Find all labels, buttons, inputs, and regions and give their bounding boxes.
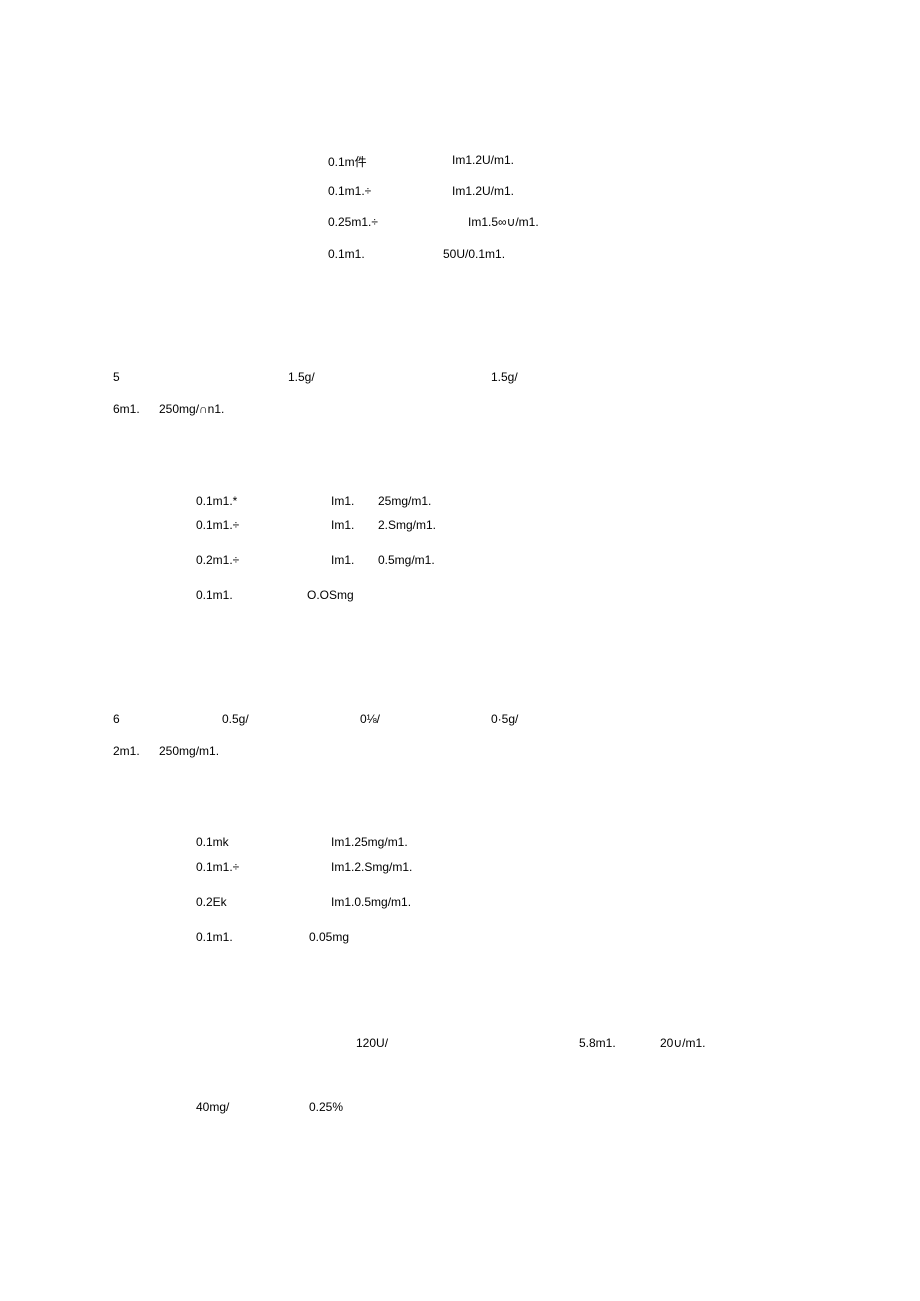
block4-line2-col2: 250mg/m1.: [159, 744, 219, 758]
block1-row1-col1: 0.1m1.÷: [328, 184, 371, 198]
block3-row1-col1: 0.1m1.÷: [196, 518, 239, 532]
block1-row3-col1: 0.1m1.: [328, 247, 365, 261]
block4-line1-col2: 0.5g/: [222, 712, 249, 726]
block3-row0-col3: 25mg/m1.: [378, 494, 431, 508]
block1-row1-col2: Im1.2U/m1.: [452, 184, 514, 198]
block2-line1-col1: 5: [113, 370, 120, 384]
block3-row3-col2: O.OSmg: [307, 588, 354, 602]
block6-line1-col3: 20∪/m1.: [660, 1036, 705, 1050]
block2-line1-col3: 1.5g/: [491, 370, 518, 384]
block1-row2-col1: 0.25m1.÷: [328, 215, 378, 229]
block3-row2-col3: 0.5mg/m1.: [378, 553, 435, 567]
block5-row2-col1: 0.2Ek: [196, 895, 227, 909]
block3-row1-col2: Im1.: [331, 518, 354, 532]
block1-row2-col2: Im1.5∞∪/m1.: [468, 215, 539, 229]
block5-row0-col1: 0.1mk: [196, 835, 229, 849]
block5-row1-col1: 0.1m1.÷: [196, 860, 239, 874]
block6-line1-col1: 120U/: [356, 1036, 388, 1050]
block5-row2-col2: Im1.0.5mg/m1.: [331, 895, 411, 909]
block6-line2-col1: 40mg/: [196, 1100, 229, 1114]
block1-row3-col2: 50U/0.1m1.: [443, 247, 505, 261]
block5-row1-col2: Im1.2.Smg/m1.: [331, 860, 412, 874]
block6-line2-col2: 0.25%: [309, 1100, 343, 1114]
block3-row3-col1: 0.1m1.: [196, 588, 233, 602]
block3-row1-col3: 2.Smg/m1.: [378, 518, 436, 532]
block2-line2-col2: 250mg/∩n1.: [159, 402, 224, 416]
block4-line2-col1: 2m1.: [113, 744, 140, 758]
block5-row3-col1: 0.1m1.: [196, 930, 233, 944]
block6-line1-col2: 5.8m1.: [579, 1036, 616, 1050]
block5-row3-col2: 0.05mg: [309, 930, 349, 944]
block4-line1-col1: 6: [113, 712, 120, 726]
block4-line1-col3: 0⅛/: [360, 712, 380, 726]
block4-line1-col4: 0·5g/: [491, 712, 518, 726]
block1-row0-col2: Im1.2U/m1.: [452, 153, 514, 167]
block3-row0-col1: 0.1m1.*: [196, 494, 237, 508]
block3-row2-col2: Im1.: [331, 553, 354, 567]
block3-row0-col2: Im1.: [331, 494, 354, 508]
block1-row0-col1: 0.1m件: [328, 153, 367, 170]
block2-line2-col1: 6m1.: [113, 402, 140, 416]
block2-line1-col2: 1.5g/: [288, 370, 315, 384]
block5-row0-col2: Im1.25mg/m1.: [331, 835, 408, 849]
block3-row2-col1: 0.2m1.÷: [196, 553, 239, 567]
